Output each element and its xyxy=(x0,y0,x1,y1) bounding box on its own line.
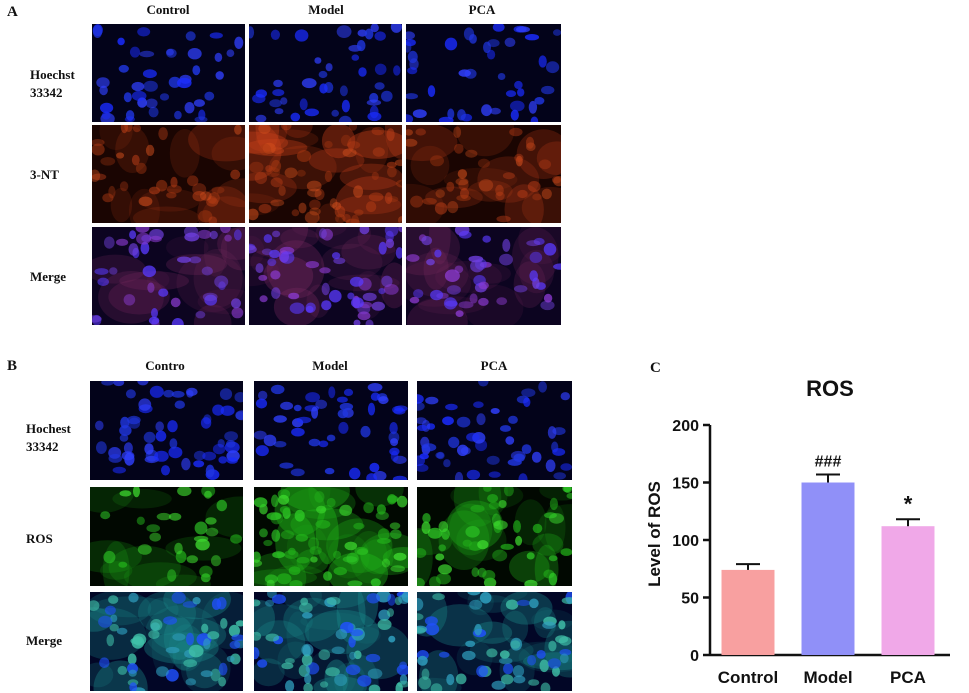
panel-b-row-merge: Merge xyxy=(26,633,63,648)
micrograph-b-merge-pca xyxy=(417,592,572,691)
micrograph-a-hoechst-model xyxy=(249,24,402,122)
micrograph-b-ros-model xyxy=(254,487,408,586)
micrograph-a-merge-model xyxy=(249,227,402,325)
y-tick-label: 50 xyxy=(681,591,699,608)
significance-label-model: ### xyxy=(815,453,842,470)
micrograph-a-merge-control xyxy=(92,227,245,325)
panel-c-letter: C xyxy=(650,360,661,376)
significance-label-pca: * xyxy=(904,491,913,516)
panel-b-letter: B xyxy=(7,358,18,374)
panel-a-col-model: Model xyxy=(308,2,344,17)
y-tick-label: 0 xyxy=(690,648,699,665)
micrograph-a-hoechst-pca xyxy=(406,24,561,122)
x-tick-label-model: Model xyxy=(803,668,852,687)
micrograph-a-hoechst-control xyxy=(92,24,245,122)
micrograph-b-merge-control xyxy=(90,592,243,691)
panel-a-row-hoechst: Hoechst 33342 xyxy=(30,67,75,100)
y-tick-label: 150 xyxy=(672,476,699,493)
panel-b-row-hochest: Hochest 33342 xyxy=(26,421,71,454)
micrograph-a-3nt-model xyxy=(249,125,402,223)
panel-b-col-control: Contro xyxy=(145,358,185,373)
bar-control xyxy=(721,569,775,655)
micrograph-a-3nt-pca xyxy=(406,125,561,223)
panel-b-col-model: Model xyxy=(312,358,348,373)
chart-title: ROS xyxy=(806,376,854,401)
micrograph-b-hoechst-model xyxy=(254,381,408,480)
y-tick-label: 100 xyxy=(672,533,699,550)
micrograph-a-merge-pca xyxy=(406,227,561,325)
x-tick-label-control: Control xyxy=(718,668,778,687)
ros-bar-chart: ROS Level of ROS 0 50 100 150 200 Control ### M… xyxy=(645,376,950,687)
panel-b-row-ros: ROS xyxy=(26,531,53,546)
micrograph-b-ros-control xyxy=(90,487,243,586)
micrograph-b-ros-pca xyxy=(417,487,572,586)
panel-a-col-control: Control xyxy=(146,2,190,17)
bar-model xyxy=(801,482,855,655)
micrograph-a-3nt-control xyxy=(92,125,245,223)
panel-a-row-merge: Merge xyxy=(30,269,67,284)
micrograph-b-hoechst-control xyxy=(90,381,243,480)
panel-b-col-pca: PCA xyxy=(480,358,508,373)
bar-pca xyxy=(881,526,935,655)
panel-a-letter: A xyxy=(7,4,18,20)
micrograph-b-hoechst-pca xyxy=(417,381,572,480)
panel-a-row-3nt: 3-NT xyxy=(30,167,59,182)
y-tick-label: 200 xyxy=(672,418,699,435)
panel-a-col-pca: PCA xyxy=(468,2,496,17)
y-axis-label: Level of ROS xyxy=(645,481,664,587)
x-tick-label-pca: PCA xyxy=(890,668,926,687)
micrograph-b-merge-model xyxy=(254,592,408,691)
